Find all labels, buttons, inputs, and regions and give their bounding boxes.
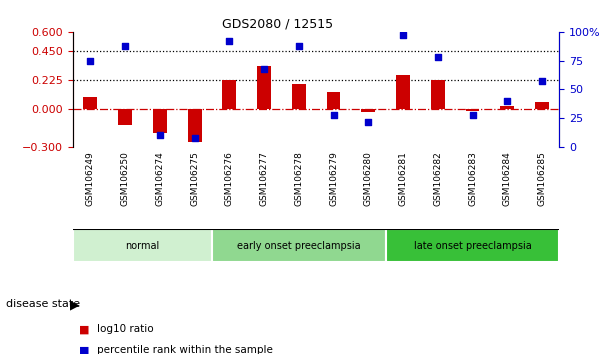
Text: GSM106277: GSM106277 <box>260 151 269 206</box>
Point <box>398 33 408 38</box>
Point <box>224 38 234 44</box>
Text: GSM106249: GSM106249 <box>86 151 95 206</box>
Bar <box>431 80 444 109</box>
Point <box>259 66 269 72</box>
Bar <box>396 75 410 109</box>
Point <box>86 58 95 63</box>
Bar <box>257 67 271 109</box>
Bar <box>83 97 97 109</box>
Point <box>502 98 512 104</box>
Text: GSM106278: GSM106278 <box>294 151 303 206</box>
Text: ■: ■ <box>79 324 89 334</box>
Bar <box>385 229 559 262</box>
Text: GSM106276: GSM106276 <box>225 151 234 206</box>
Text: GSM106250: GSM106250 <box>120 151 130 206</box>
Text: GSM106285: GSM106285 <box>537 151 547 206</box>
Title: GDS2080 / 12515: GDS2080 / 12515 <box>222 18 333 31</box>
Text: GSM106282: GSM106282 <box>434 151 442 206</box>
Bar <box>188 109 201 142</box>
Bar <box>361 109 375 112</box>
Text: GSM106280: GSM106280 <box>364 151 373 206</box>
Bar <box>212 229 385 262</box>
Point <box>294 43 303 48</box>
Point <box>537 79 547 84</box>
Bar <box>535 102 549 109</box>
Text: normal: normal <box>125 240 159 251</box>
Bar <box>292 84 306 109</box>
Text: early onset preeclampsia: early onset preeclampsia <box>237 240 361 251</box>
Point <box>190 135 199 141</box>
Bar <box>223 80 237 109</box>
Bar <box>73 229 212 262</box>
Text: GSM106279: GSM106279 <box>329 151 338 206</box>
Text: late onset preeclampsia: late onset preeclampsia <box>413 240 531 251</box>
Point <box>155 133 165 138</box>
Point <box>364 119 373 125</box>
Bar <box>326 92 340 109</box>
Bar <box>466 109 480 111</box>
Point <box>329 112 339 118</box>
Text: GSM106284: GSM106284 <box>503 151 512 206</box>
Point <box>120 43 130 48</box>
Text: GSM106283: GSM106283 <box>468 151 477 206</box>
Point <box>468 112 477 118</box>
Text: percentile rank within the sample: percentile rank within the sample <box>97 346 273 354</box>
Text: disease state: disease state <box>6 299 80 309</box>
Bar <box>118 109 132 125</box>
Text: GSM106275: GSM106275 <box>190 151 199 206</box>
Bar <box>153 109 167 133</box>
Text: ▶: ▶ <box>70 298 80 311</box>
Point <box>433 55 443 60</box>
Text: ■: ■ <box>79 346 89 354</box>
Text: log10 ratio: log10 ratio <box>97 324 154 334</box>
Bar <box>500 106 514 109</box>
Text: GSM106274: GSM106274 <box>155 151 164 206</box>
Text: GSM106281: GSM106281 <box>398 151 407 206</box>
